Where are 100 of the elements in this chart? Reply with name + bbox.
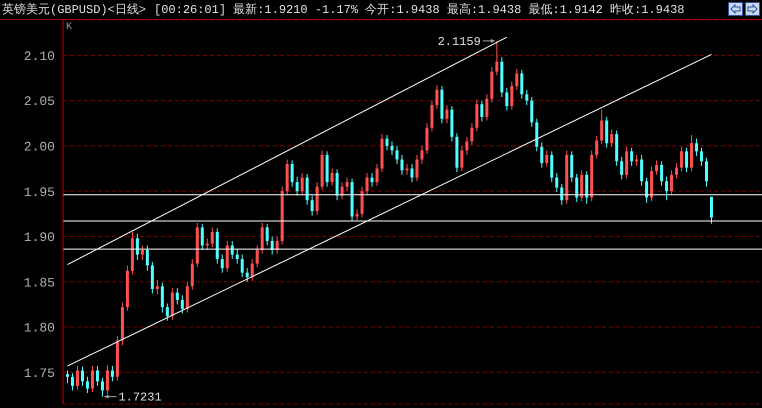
candlestick (106, 364, 109, 395)
candlestick (475, 99, 478, 132)
candlestick (555, 172, 558, 193)
candlestick (156, 279, 159, 295)
candlestick (110, 365, 114, 382)
candlestick (625, 146, 628, 179)
candlestick (180, 294, 184, 314)
candlestick (435, 84, 438, 110)
candlestick (356, 208, 359, 222)
candlestick (226, 240, 229, 272)
candlestick (570, 150, 574, 183)
candlestick (206, 238, 209, 251)
y-tick-label: 1.85 (24, 275, 55, 290)
candlestick (645, 177, 648, 204)
candlestick (190, 258, 194, 290)
candlestick (146, 245, 149, 272)
candlestick (560, 183, 564, 206)
candlestick (386, 134, 389, 151)
candlestick (366, 172, 369, 196)
candlestick (186, 281, 189, 314)
candlestick (136, 233, 139, 260)
candlestick (210, 226, 214, 248)
candlestick (360, 186, 364, 218)
candlestick (76, 365, 79, 390)
candlestick (575, 173, 578, 203)
candlestick (485, 94, 488, 122)
candlestick (240, 254, 244, 278)
candlestick (480, 100, 484, 122)
chart-subtitle: [00:26:01] 最新:1.9210 -1.17% 今开:1.9438 最高:1.9438 最低:1.9142 昨收:1.9438 (154, 2, 684, 18)
chart-title: 英镑美元(GBPUSD)<日线> (2, 2, 146, 18)
candlestick (86, 376, 89, 394)
candlestick (250, 258, 254, 282)
candlestick (346, 177, 349, 192)
candlestick (665, 176, 668, 201)
candlestick (176, 288, 179, 305)
candlestick (660, 160, 664, 186)
candlestick (635, 154, 638, 166)
candlestick (370, 172, 374, 188)
y-tick-label: 2.00 (24, 140, 55, 154)
y-tick-label: 1.95 (24, 184, 55, 200)
candlestick (610, 129, 614, 148)
candlestick (655, 160, 658, 176)
candlestick (430, 100, 434, 132)
candlestick (460, 145, 464, 172)
candlestick (246, 268, 249, 282)
candlestick (395, 145, 398, 164)
candlestick (300, 172, 304, 196)
candlestick (306, 173, 309, 206)
candlestick (700, 147, 704, 166)
candlestick (505, 87, 508, 112)
candlestick (266, 223, 269, 246)
y-tick-label: 2.05 (24, 94, 55, 110)
candlestick (260, 222, 264, 254)
y-tick-label: 2.10 (24, 48, 55, 64)
candlestick (470, 122, 474, 146)
candlestick (200, 223, 204, 251)
candlestick (410, 164, 414, 183)
candlestick (220, 254, 224, 274)
y-tick-label: 1.90 (24, 230, 55, 246)
candlestick (580, 170, 584, 202)
candlestick (425, 122, 428, 155)
candlestick (330, 168, 334, 186)
candlestick (256, 245, 259, 268)
candlestick (695, 138, 698, 156)
candlestick (310, 195, 314, 216)
candlestick (336, 168, 339, 201)
candlestick (150, 261, 154, 294)
candlestick (170, 288, 174, 320)
candlestick (520, 69, 524, 100)
y-tick-label: 1.80 (24, 320, 55, 336)
candlestick (495, 40, 498, 76)
candlestick (545, 150, 548, 168)
candlestick (680, 146, 684, 172)
candlestick (600, 109, 604, 145)
y-tick-label: 1.75 (24, 366, 55, 381)
candlestick (675, 162, 678, 179)
candlestick (585, 170, 588, 204)
candlestick (710, 196, 714, 224)
candlestick (670, 170, 674, 196)
candlestick (160, 282, 164, 314)
candlestick (296, 176, 299, 196)
annotation: K (66, 22, 72, 33)
candlestick (90, 365, 94, 393)
candlestick (290, 160, 294, 188)
candlestick (550, 150, 554, 183)
candlestick (595, 135, 598, 160)
candlestick (80, 366, 84, 386)
candlestick (685, 147, 688, 173)
candlestick (66, 370, 69, 384)
candlestick (525, 89, 528, 106)
candlestick (445, 104, 448, 124)
candlestick (166, 302, 169, 322)
candlestick (96, 365, 99, 386)
candlestick (510, 81, 514, 110)
candlestick (540, 142, 544, 168)
candlestick (705, 157, 708, 188)
annotation: 2.1159 (438, 34, 481, 49)
candlestick (415, 154, 418, 182)
candlestick (236, 248, 239, 264)
candlestick (140, 245, 144, 260)
